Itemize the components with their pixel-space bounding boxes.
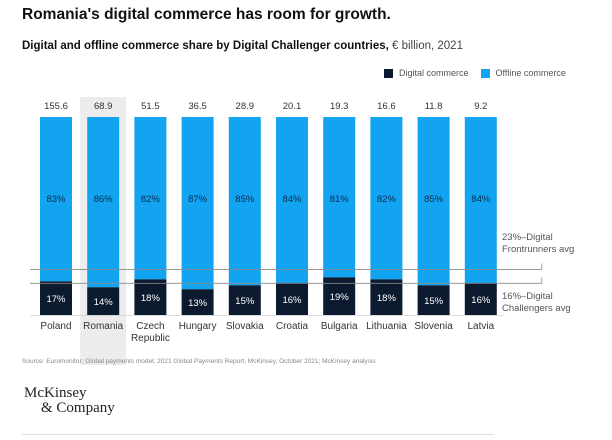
digital-pct-label: 18% [141, 293, 161, 304]
legend-label-digital: Digital commerce [399, 68, 469, 78]
subtitle-text: Digital and offline commerce share by Di… [22, 40, 389, 52]
total-label: 36.5 [188, 101, 207, 112]
total-label: 20.1 [283, 101, 302, 112]
legend-item-offline: Offline commerce [480, 68, 566, 78]
subtitle-unit: € billion, 2021 [388, 40, 463, 52]
total-label: 9.2 [474, 101, 487, 112]
offline-pct-label: 82% [141, 194, 161, 205]
chart-subtitle: Digital and offline commerce share by Di… [22, 40, 463, 52]
bar-offline [323, 117, 356, 278]
category-label: Hungary [179, 321, 217, 332]
category-label: Bulgaria [321, 321, 358, 332]
legend-swatch-offline [480, 68, 490, 78]
bar-offline [228, 117, 261, 286]
offline-pct-label: 85% [235, 194, 255, 205]
category-label: Lithuania [366, 321, 407, 332]
bar-offline [276, 117, 308, 284]
digital-pct-label: 14% [94, 297, 114, 308]
bar-offline [87, 117, 120, 288]
category-label: Czech [136, 321, 164, 332]
digital-pct-label: 19% [330, 292, 350, 303]
bar-digital [87, 287, 120, 315]
offline-pct-label: 83% [46, 194, 66, 205]
category-label: Romania [83, 321, 123, 332]
legend: Digital commerce Offline commerce [384, 68, 578, 78]
total-label: 51.5 [141, 101, 160, 112]
offline-pct-label: 85% [424, 194, 444, 205]
bar-digital [181, 289, 214, 315]
reference-line-label: 23%–Digital [502, 232, 553, 243]
bar-digital [464, 283, 497, 315]
bar-offline [181, 117, 214, 290]
category-label: Latvia [467, 321, 494, 332]
bar-offline [134, 117, 167, 280]
legend-item-digital: Digital commerce [384, 68, 469, 78]
digital-pct-label: 16% [471, 295, 491, 306]
mckinsey-logo: McKinsey & Company [24, 386, 115, 416]
bar-offline [40, 117, 72, 282]
bar-digital [370, 279, 403, 315]
reference-line-label: 16%–Digital [502, 291, 553, 302]
bar-digital [40, 281, 72, 315]
legend-label-offline: Offline commerce [495, 68, 566, 78]
category-label: Poland [40, 321, 71, 332]
offline-pct-label: 86% [94, 194, 114, 205]
total-label: 11.8 [425, 101, 443, 112]
bar-digital [228, 285, 261, 315]
category-label: Slovakia [226, 321, 264, 332]
digital-pct-label: 18% [377, 293, 397, 304]
digital-pct-label: 16% [282, 295, 302, 306]
category-label: Croatia [276, 321, 309, 332]
logo-line-2: & Company [41, 400, 115, 416]
bar-digital [134, 279, 167, 315]
bar-offline [464, 117, 497, 284]
total-label: 155.6 [44, 101, 68, 112]
reference-line-label: Challengers avg [502, 303, 571, 314]
legend-swatch-digital [384, 68, 393, 78]
digital-pct-label: 15% [235, 296, 255, 307]
chart-title: Romania's digital commerce has room for … [22, 6, 391, 23]
digital-pct-label: 17% [46, 294, 66, 305]
offline-pct-label: 81% [330, 194, 350, 205]
reference-line-label: Frontrunners avg [502, 244, 574, 255]
digital-pct-label: 15% [424, 296, 444, 307]
bar-digital [276, 283, 308, 315]
total-label: 68.9 [94, 101, 113, 112]
offline-pct-label: 82% [377, 194, 397, 205]
offline-pct-label: 84% [471, 194, 491, 205]
footer-divider [22, 434, 494, 435]
total-label: 19.3 [330, 101, 349, 112]
offline-pct-label: 87% [188, 194, 208, 205]
logo-line-1: McKinsey [24, 385, 87, 401]
offline-pct-label: 84% [282, 194, 302, 205]
total-label: 16.6 [377, 101, 396, 112]
bar-digital [417, 285, 450, 315]
bar-offline [370, 117, 403, 280]
digital-pct-label: 13% [188, 298, 208, 309]
category-label: Slovenia [414, 321, 453, 332]
total-label: 28.9 [236, 101, 255, 112]
category-label: Republic [131, 333, 170, 344]
source-note: Source: Euromonitor; Global payments mod… [22, 358, 376, 365]
bar-offline [417, 117, 450, 286]
